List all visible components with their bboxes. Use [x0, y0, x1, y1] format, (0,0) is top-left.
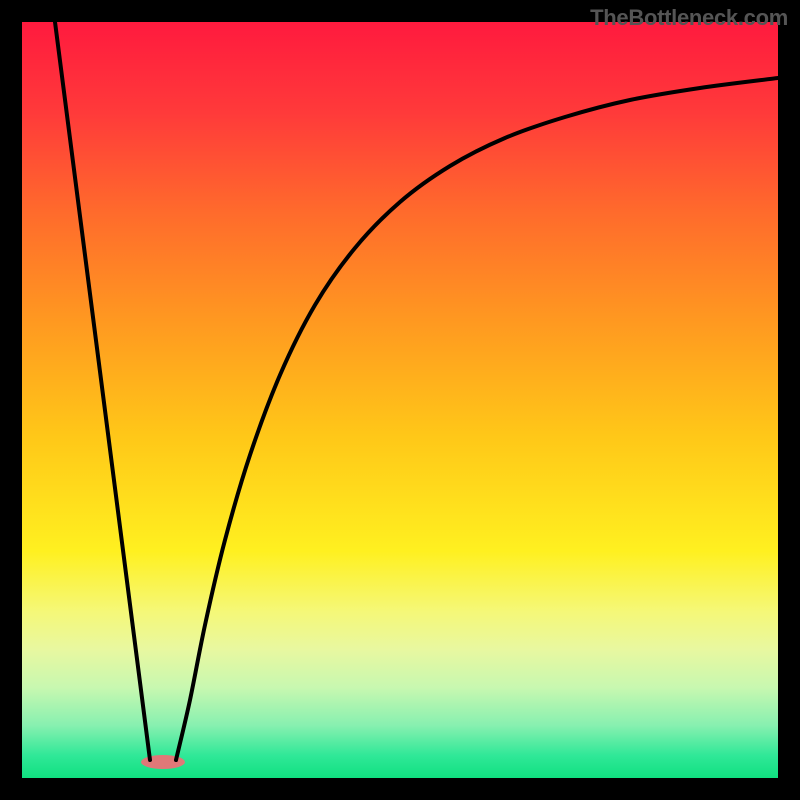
chart-svg: [0, 0, 800, 800]
watermark-text: TheBottleneck.com: [590, 5, 788, 31]
plot-background: [22, 22, 778, 778]
bottleneck-chart: TheBottleneck.com: [0, 0, 800, 800]
